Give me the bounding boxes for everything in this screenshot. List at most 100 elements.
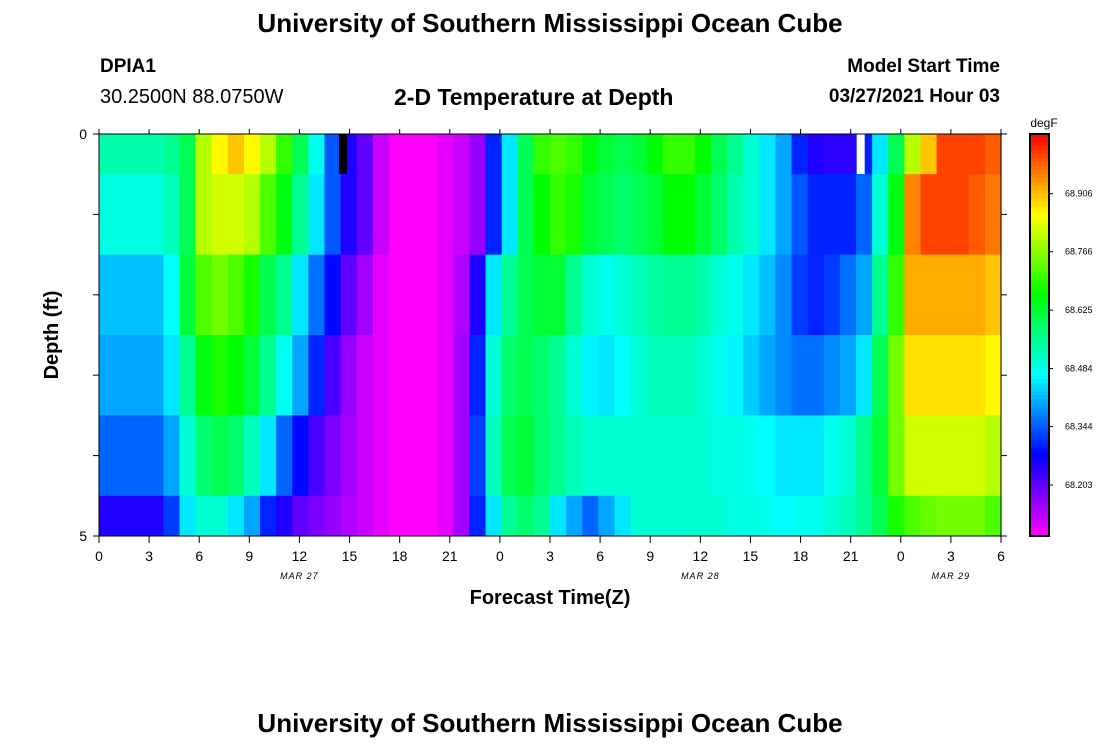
heatmap-cell xyxy=(984,134,1002,175)
colorbar-band xyxy=(1030,435,1049,441)
heatmap-cell xyxy=(501,254,519,336)
time-marker xyxy=(856,134,865,174)
heatmap-cell xyxy=(517,254,535,336)
colorbar-band xyxy=(1030,499,1049,505)
heatmap-cell xyxy=(823,495,841,537)
heatmap-cell xyxy=(775,134,793,175)
heatmap-cell xyxy=(888,335,905,416)
heatmap-cell xyxy=(421,254,438,336)
heatmap-cell xyxy=(872,415,889,497)
colorbar-band xyxy=(1030,371,1049,376)
heatmap-cell xyxy=(952,415,970,497)
heatmap-cell xyxy=(566,415,583,497)
heatmap-cell xyxy=(501,415,519,497)
heatmap-cell xyxy=(791,174,809,255)
heatmap-cell xyxy=(839,254,857,336)
heatmap-cell xyxy=(662,254,680,336)
colorbar-band xyxy=(1030,523,1049,529)
colorbar-band xyxy=(1030,411,1049,416)
station-id: DPIA1 xyxy=(100,56,156,77)
colorbar-band xyxy=(1030,222,1049,228)
colorbar-band xyxy=(1030,278,1049,284)
heatmap-cell xyxy=(99,335,116,416)
heatmap-cell xyxy=(388,174,406,255)
colorbar-band xyxy=(1030,306,1049,312)
heatmap-cell xyxy=(308,415,326,497)
heatmap-cell xyxy=(759,254,777,336)
y-axis-label: Depth (ft) xyxy=(41,291,63,380)
heatmap-cell xyxy=(243,134,261,175)
colorbar-band xyxy=(1030,230,1049,236)
x-tick-label: 3 xyxy=(947,548,955,564)
y-tick-label: 5 xyxy=(79,528,87,544)
heatmap-cell xyxy=(308,335,326,416)
heatmap-cell xyxy=(711,495,728,537)
colorbar-band xyxy=(1030,254,1049,260)
heatmap-cell xyxy=(388,254,406,336)
heatmap-cell xyxy=(276,254,293,336)
colorbar-band xyxy=(1030,206,1049,211)
colorbar-band xyxy=(1030,182,1049,187)
colorbar-band xyxy=(1030,531,1049,537)
heatmap-cell xyxy=(260,415,277,497)
heatmap-cell xyxy=(952,495,970,537)
x-tick-label: 15 xyxy=(743,548,759,564)
heatmap-cell xyxy=(243,254,261,336)
heatmap-cell xyxy=(630,335,648,416)
heatmap-cell xyxy=(324,415,342,497)
heatmap-cell xyxy=(195,174,213,255)
colorbar-band xyxy=(1030,519,1049,525)
heatmap-cell xyxy=(115,335,132,416)
colorbar-band xyxy=(1030,475,1049,481)
colorbar-band xyxy=(1030,134,1049,139)
heatmap-cell xyxy=(839,134,857,175)
heatmap-cell xyxy=(968,174,986,255)
colorbar-frame xyxy=(1029,133,1050,537)
heatmap-cell xyxy=(227,134,245,175)
heatmap-cell xyxy=(469,134,487,175)
colorbar-band xyxy=(1030,142,1049,147)
colorbar-band xyxy=(1030,355,1049,360)
heatmap-cell xyxy=(195,254,213,336)
colorbar-band xyxy=(1030,495,1049,501)
heatmap-cell xyxy=(694,495,712,537)
heatmap-cell xyxy=(356,254,374,336)
time-markers xyxy=(338,134,865,174)
heatmap-cell xyxy=(904,174,922,255)
heatmap-cell xyxy=(888,415,905,497)
model-start-label: Model Start Time xyxy=(847,56,1000,77)
heatmap-cell xyxy=(662,335,680,416)
heatmap-cell xyxy=(662,415,680,497)
heatmap-cell xyxy=(678,415,696,497)
heatmap-cell xyxy=(131,495,148,537)
colorbar-band xyxy=(1030,455,1049,461)
colorbar-band xyxy=(1030,407,1049,412)
date-label: MAR 27 xyxy=(280,571,319,581)
model-start-value: 03/27/2021 Hour 03 xyxy=(828,86,1000,107)
heatmap-cell xyxy=(791,335,809,416)
heatmap-cells xyxy=(99,134,1002,537)
colorbar-band xyxy=(1030,310,1049,316)
heatmap-cell xyxy=(163,174,181,255)
heatmap-cell xyxy=(952,254,970,336)
heatmap-cell xyxy=(823,134,841,175)
heatmap-cell xyxy=(308,254,326,336)
heatmap-cell xyxy=(501,134,519,175)
heatmap-cell xyxy=(163,335,181,416)
colorbar-band xyxy=(1030,503,1049,509)
heatmap-cell xyxy=(388,134,406,175)
heatmap-cell xyxy=(678,495,696,537)
heatmap-cell xyxy=(227,174,245,255)
heatmap-cell xyxy=(646,415,664,497)
heatmap-cell xyxy=(839,174,857,255)
heatmap-cell xyxy=(485,495,503,537)
heatmap-cell xyxy=(99,495,116,537)
colorbar-band xyxy=(1030,515,1049,521)
heatmap-cell xyxy=(952,134,970,175)
heatmap-cell xyxy=(550,174,567,255)
heatmap-cell xyxy=(340,495,358,537)
colorbar-band xyxy=(1030,359,1049,364)
heatmap-cell xyxy=(292,495,309,537)
heatmap-cell xyxy=(292,335,309,416)
colorbar-band xyxy=(1030,138,1049,143)
